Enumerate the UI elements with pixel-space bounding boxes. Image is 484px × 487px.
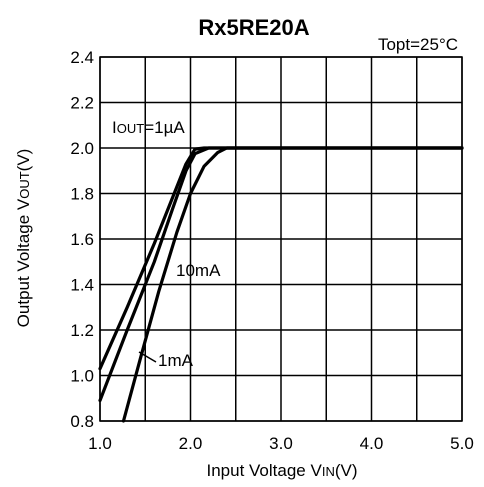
y-tick-label: 1.4 — [70, 276, 94, 295]
y-tick-label: 1.8 — [70, 185, 94, 204]
series-group — [98, 146, 464, 423]
y-tick-label: 1.2 — [70, 321, 94, 340]
annotation-1ma: 1mA — [158, 351, 194, 370]
x-tick-label: 4.0 — [360, 434, 384, 453]
x-tick-label: 3.0 — [269, 434, 293, 453]
x-axis-label: Input Voltage VIN(V) — [207, 461, 358, 480]
y-tick-label: 0.8 — [70, 412, 94, 431]
x-tick-label: 1.0 — [88, 434, 112, 453]
chart-title: Rx5RE20A — [198, 15, 309, 40]
y-tick-label: 2.0 — [70, 139, 94, 158]
grid — [99, 56, 463, 422]
condition-label: Topt=25°C — [378, 35, 458, 54]
annotation-1ma-leader — [138, 351, 157, 363]
x-tick-label: 5.0 — [450, 434, 474, 453]
y-tick-label: 2.2 — [70, 94, 94, 113]
y-tick-label: 1.0 — [70, 367, 94, 386]
series-line-2 — [98, 146, 464, 403]
tick-labels: 1.0 2.0 3.0 4.0 5.0 0.8 1.0 1.2 1.4 1.6 1.8 2.0 2.2 2… — [70, 48, 473, 453]
x-tick-label: 2.0 — [179, 434, 203, 453]
y-tick-label: 2.4 — [70, 48, 94, 67]
plot-frame — [99, 56, 463, 422]
series-line-3 — [121, 146, 464, 423]
series-line-1 — [98, 146, 464, 371]
annotation-10ma: 10mA — [176, 261, 221, 280]
annotation-1ua: IOUT=1µA — [112, 118, 185, 137]
y-tick-label: 1.6 — [70, 230, 94, 249]
y-axis-label: Output Voltage VOUT(V) — [14, 149, 33, 328]
